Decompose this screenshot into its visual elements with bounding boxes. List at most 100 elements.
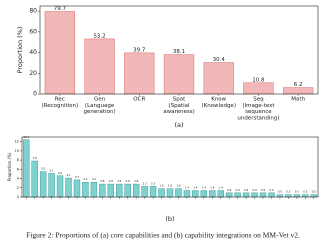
value-label: 4.6 — [58, 171, 62, 175]
y-tick-label: 10 — [15, 149, 19, 153]
plot-frame — [39, 5, 319, 95]
value-label: 0.5 — [303, 190, 307, 194]
value-label: 2.8 — [117, 179, 121, 183]
value-label: 5.5 — [41, 167, 45, 171]
x-tick-label: Seq — [253, 97, 263, 103]
bar — [276, 194, 284, 198]
value-label: 2.8 — [109, 179, 113, 183]
bar — [116, 183, 123, 198]
value-label: 1.4 — [202, 186, 206, 190]
value-label: 5.1 — [50, 168, 54, 172]
bar — [149, 186, 157, 198]
bar — [44, 11, 76, 95]
bar — [192, 190, 199, 198]
bar — [209, 190, 216, 198]
value-label: 39.7 — [133, 47, 146, 53]
bar — [310, 194, 317, 198]
y-tick-label: 0 — [33, 91, 37, 98]
bar — [183, 190, 191, 198]
y-tick-label: 4 — [17, 177, 20, 181]
value-label: 3.7 — [75, 175, 79, 179]
bar — [124, 183, 131, 198]
bar — [65, 177, 72, 198]
value-label: 30.4 — [213, 57, 226, 63]
value-label: 0.5 — [286, 190, 290, 194]
value-label: 0.5 — [295, 190, 299, 194]
value-label: 6.2 — [294, 82, 303, 88]
value-label: 2.8 — [100, 179, 104, 183]
y-tick-label: 0 — [17, 195, 19, 199]
bar — [203, 62, 234, 95]
y-tick-label: 60 — [29, 28, 37, 35]
y-tick-label: 12 — [15, 140, 19, 144]
bar — [84, 38, 115, 95]
bar — [293, 194, 301, 198]
value-label: 79.7 — [54, 6, 67, 12]
x-tick-label: awareness) — [163, 109, 195, 115]
bar — [242, 192, 250, 198]
y-tick-label: 80 — [29, 8, 37, 15]
bar — [90, 181, 98, 198]
value-label: 1.4 — [210, 186, 214, 190]
y-tick-label: 8 — [17, 158, 19, 162]
bar — [268, 192, 275, 198]
value-label: 0.9 — [227, 188, 231, 192]
bar — [251, 192, 258, 198]
value-label: 0.9 — [261, 188, 265, 192]
value-label: 0.9 — [253, 188, 257, 192]
value-label: 2.8 — [126, 179, 130, 183]
bar — [175, 188, 182, 198]
bar — [31, 160, 38, 198]
x-tick-label: Math — [291, 97, 305, 103]
plot-frame — [21, 136, 319, 198]
bar — [166, 188, 174, 198]
x-tick-label: understanding) — [237, 115, 279, 121]
value-label: 4.1 — [66, 173, 70, 177]
value-label: 1.4 — [219, 186, 223, 190]
value-label: 0.5 — [278, 190, 282, 194]
x-tick-label: (Spatial — [168, 103, 190, 109]
bar — [23, 139, 30, 198]
x-tick-label: generation) — [84, 109, 116, 115]
x-tick-label: Spat — [173, 97, 186, 103]
value-label: 10.8 — [252, 77, 265, 83]
x-tick-label: Know — [211, 97, 226, 103]
value-label: 0.5 — [312, 190, 316, 194]
bar — [39, 171, 47, 198]
x-tick-label: Gen — [94, 97, 106, 103]
value-label: 0.9 — [269, 188, 273, 192]
y-tick-label: 40 — [29, 49, 37, 56]
bar — [302, 194, 309, 198]
caption: Figure 2: Proportions of (a) core capabi… — [26, 231, 300, 240]
bar — [243, 82, 274, 95]
x-tick-label: (Knowledge) — [201, 103, 236, 109]
y-tick-label: 6 — [17, 167, 19, 171]
y-tick-label: 2 — [17, 186, 19, 190]
value-label: 0.9 — [236, 188, 240, 192]
y-axis-label: Proportion (%) — [16, 27, 24, 74]
bar — [285, 194, 292, 198]
value-label: 53.2 — [93, 33, 105, 39]
y-tick-label: 20 — [29, 70, 37, 77]
bar — [163, 54, 195, 95]
value-label: 3.2 — [92, 177, 96, 181]
value-label: 1.4 — [193, 186, 197, 190]
bar — [200, 190, 208, 198]
bar — [141, 186, 148, 198]
value-label: 3.2 — [83, 177, 87, 181]
bar — [283, 87, 314, 95]
value-label: 1.4 — [185, 186, 189, 190]
x-tick-label: (Image-text — [242, 103, 275, 109]
value-label: 2.8 — [134, 179, 138, 183]
bar — [259, 192, 267, 198]
bar — [158, 188, 165, 198]
panel-label: (a) — [174, 121, 183, 129]
bar — [132, 183, 140, 198]
value-label: 38.1 — [173, 49, 185, 55]
bar — [48, 173, 55, 198]
x-tick-label: OCR — [133, 97, 145, 103]
bar — [234, 192, 241, 198]
value-label: 7.8 — [33, 156, 37, 160]
bar — [56, 175, 64, 198]
